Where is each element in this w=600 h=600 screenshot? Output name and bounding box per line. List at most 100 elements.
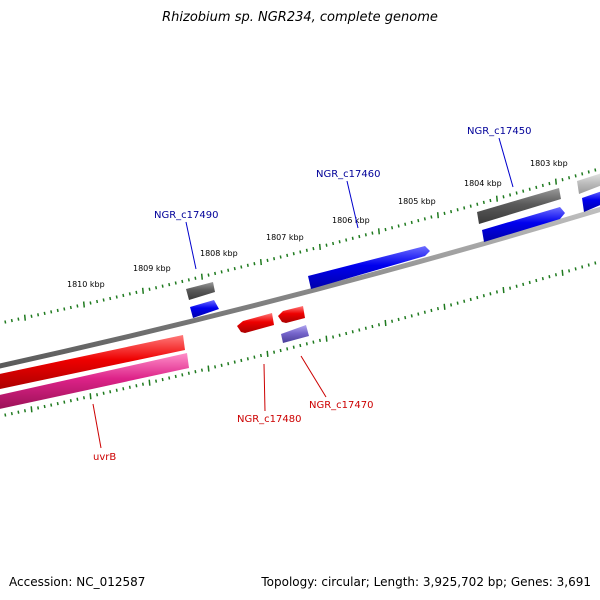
minor-tick bbox=[135, 384, 138, 388]
minor-tick bbox=[102, 391, 105, 395]
minor-tick bbox=[522, 189, 525, 193]
inner-tick-ring bbox=[4, 261, 597, 417]
minor-tick bbox=[194, 276, 197, 280]
minor-tick bbox=[535, 278, 538, 283]
gene-block-red-c17470[interactable] bbox=[278, 306, 305, 323]
gene-block-purple-c17470[interactable] bbox=[281, 325, 309, 343]
map-title: Rhizobium sp. NGR234, complete genome bbox=[162, 10, 438, 25]
minor-tick bbox=[214, 271, 217, 276]
minor-tick bbox=[63, 400, 66, 404]
minor-tick bbox=[384, 227, 387, 232]
minor-tick bbox=[10, 318, 13, 323]
minor-tick bbox=[541, 276, 544, 281]
minor-tick bbox=[17, 410, 20, 414]
minor-tick bbox=[37, 313, 40, 317]
minor-tick bbox=[548, 181, 551, 186]
minor-tick bbox=[450, 209, 453, 214]
minor-tick bbox=[456, 208, 459, 212]
gene-label-c17450[interactable]: NGR_c17450 bbox=[467, 126, 532, 137]
tick-label-1803: 1803 kbp bbox=[530, 159, 568, 168]
minor-tick bbox=[286, 253, 289, 258]
minor-tick bbox=[305, 248, 308, 252]
minor-tick bbox=[181, 373, 184, 377]
major-tick bbox=[200, 273, 204, 280]
minor-tick bbox=[417, 312, 420, 316]
minor-tick bbox=[515, 191, 518, 195]
minor-tick bbox=[4, 413, 7, 417]
minor-tick bbox=[89, 301, 92, 305]
minor-tick bbox=[410, 314, 413, 318]
tick-label-1805: 1805 kbp bbox=[398, 197, 436, 206]
minor-tick bbox=[214, 365, 217, 369]
minor-tick bbox=[358, 234, 361, 239]
minor-tick bbox=[561, 178, 564, 182]
minor-tick bbox=[528, 280, 531, 285]
minor-tick bbox=[253, 262, 256, 266]
minor-tick bbox=[377, 323, 381, 327]
minor-tick bbox=[96, 393, 99, 397]
minor-tick bbox=[541, 183, 544, 188]
minor-tick bbox=[37, 406, 40, 410]
major-tick bbox=[443, 303, 446, 310]
callout-line-c17490 bbox=[185, 221, 197, 270]
gene-label-uvrb[interactable]: uvrB bbox=[93, 452, 116, 463]
minor-tick bbox=[528, 187, 531, 191]
minor-tick bbox=[259, 353, 263, 358]
minor-tick bbox=[253, 355, 256, 359]
minor-tick bbox=[515, 284, 518, 288]
minor-tick bbox=[476, 202, 479, 206]
minor-tick bbox=[495, 290, 499, 294]
gene-block-blue-c17450[interactable] bbox=[482, 207, 565, 242]
minor-tick bbox=[279, 255, 282, 259]
minor-tick bbox=[187, 278, 190, 282]
gene-block-red-c17480[interactable] bbox=[237, 313, 274, 333]
gene-block-red-uvrb[interactable] bbox=[0, 335, 185, 390]
minor-tick bbox=[246, 263, 249, 267]
minor-tick bbox=[351, 236, 354, 240]
gene-block-blue-c17490[interactable] bbox=[190, 300, 219, 318]
gene-block-pink-uvrb[interactable] bbox=[0, 353, 189, 410]
minor-tick bbox=[233, 266, 236, 271]
minor-tick bbox=[548, 275, 551, 279]
minor-tick bbox=[56, 401, 59, 406]
gene-label-c17480[interactable]: NGR_c17480 bbox=[237, 414, 302, 425]
minor-tick bbox=[594, 168, 597, 172]
minor-tick bbox=[345, 331, 348, 336]
minor-tick bbox=[292, 345, 295, 349]
minor-tick bbox=[56, 308, 59, 313]
minor-tick bbox=[312, 340, 315, 344]
major-tick bbox=[502, 286, 505, 294]
gene-block-blue-right[interactable] bbox=[582, 190, 600, 212]
major-tick bbox=[141, 287, 145, 294]
minor-tick bbox=[397, 224, 400, 228]
minor-tick bbox=[587, 263, 590, 267]
topology-text: Topology: circular; Length: 3,925,702 bp… bbox=[261, 575, 591, 589]
minor-tick bbox=[522, 282, 525, 287]
callout-line-uvrb bbox=[92, 403, 102, 449]
gene-block-lightgray-right[interactable] bbox=[577, 172, 600, 194]
minor-tick bbox=[568, 176, 571, 180]
minor-tick bbox=[10, 411, 13, 416]
gene-block-gray-c17490[interactable] bbox=[186, 282, 215, 300]
gene-label-c17490[interactable]: NGR_c17490 bbox=[154, 210, 219, 221]
minor-tick bbox=[463, 206, 466, 210]
tick-label-1808: 1808 kbp bbox=[200, 249, 238, 258]
gene-block-blue-c17460[interactable] bbox=[308, 246, 430, 289]
minor-tick bbox=[456, 301, 459, 305]
minor-tick bbox=[115, 388, 118, 392]
gene-label-c17470[interactable]: NGR_c17470 bbox=[309, 400, 374, 411]
major-tick bbox=[207, 365, 210, 372]
major-tick bbox=[30, 406, 33, 413]
tick-label-1804: 1804 kbp bbox=[464, 179, 502, 188]
minor-tick bbox=[266, 258, 269, 263]
minor-tick bbox=[174, 281, 177, 285]
minor-tick bbox=[227, 268, 230, 272]
minor-tick bbox=[338, 240, 341, 244]
minor-tick bbox=[155, 379, 158, 383]
gene-label-c17460[interactable]: NGR_c17460 bbox=[316, 169, 381, 180]
gene-block-gray-c17450[interactable] bbox=[477, 188, 561, 224]
minor-tick bbox=[273, 350, 276, 354]
major-tick bbox=[436, 212, 440, 219]
minor-tick bbox=[299, 250, 302, 254]
